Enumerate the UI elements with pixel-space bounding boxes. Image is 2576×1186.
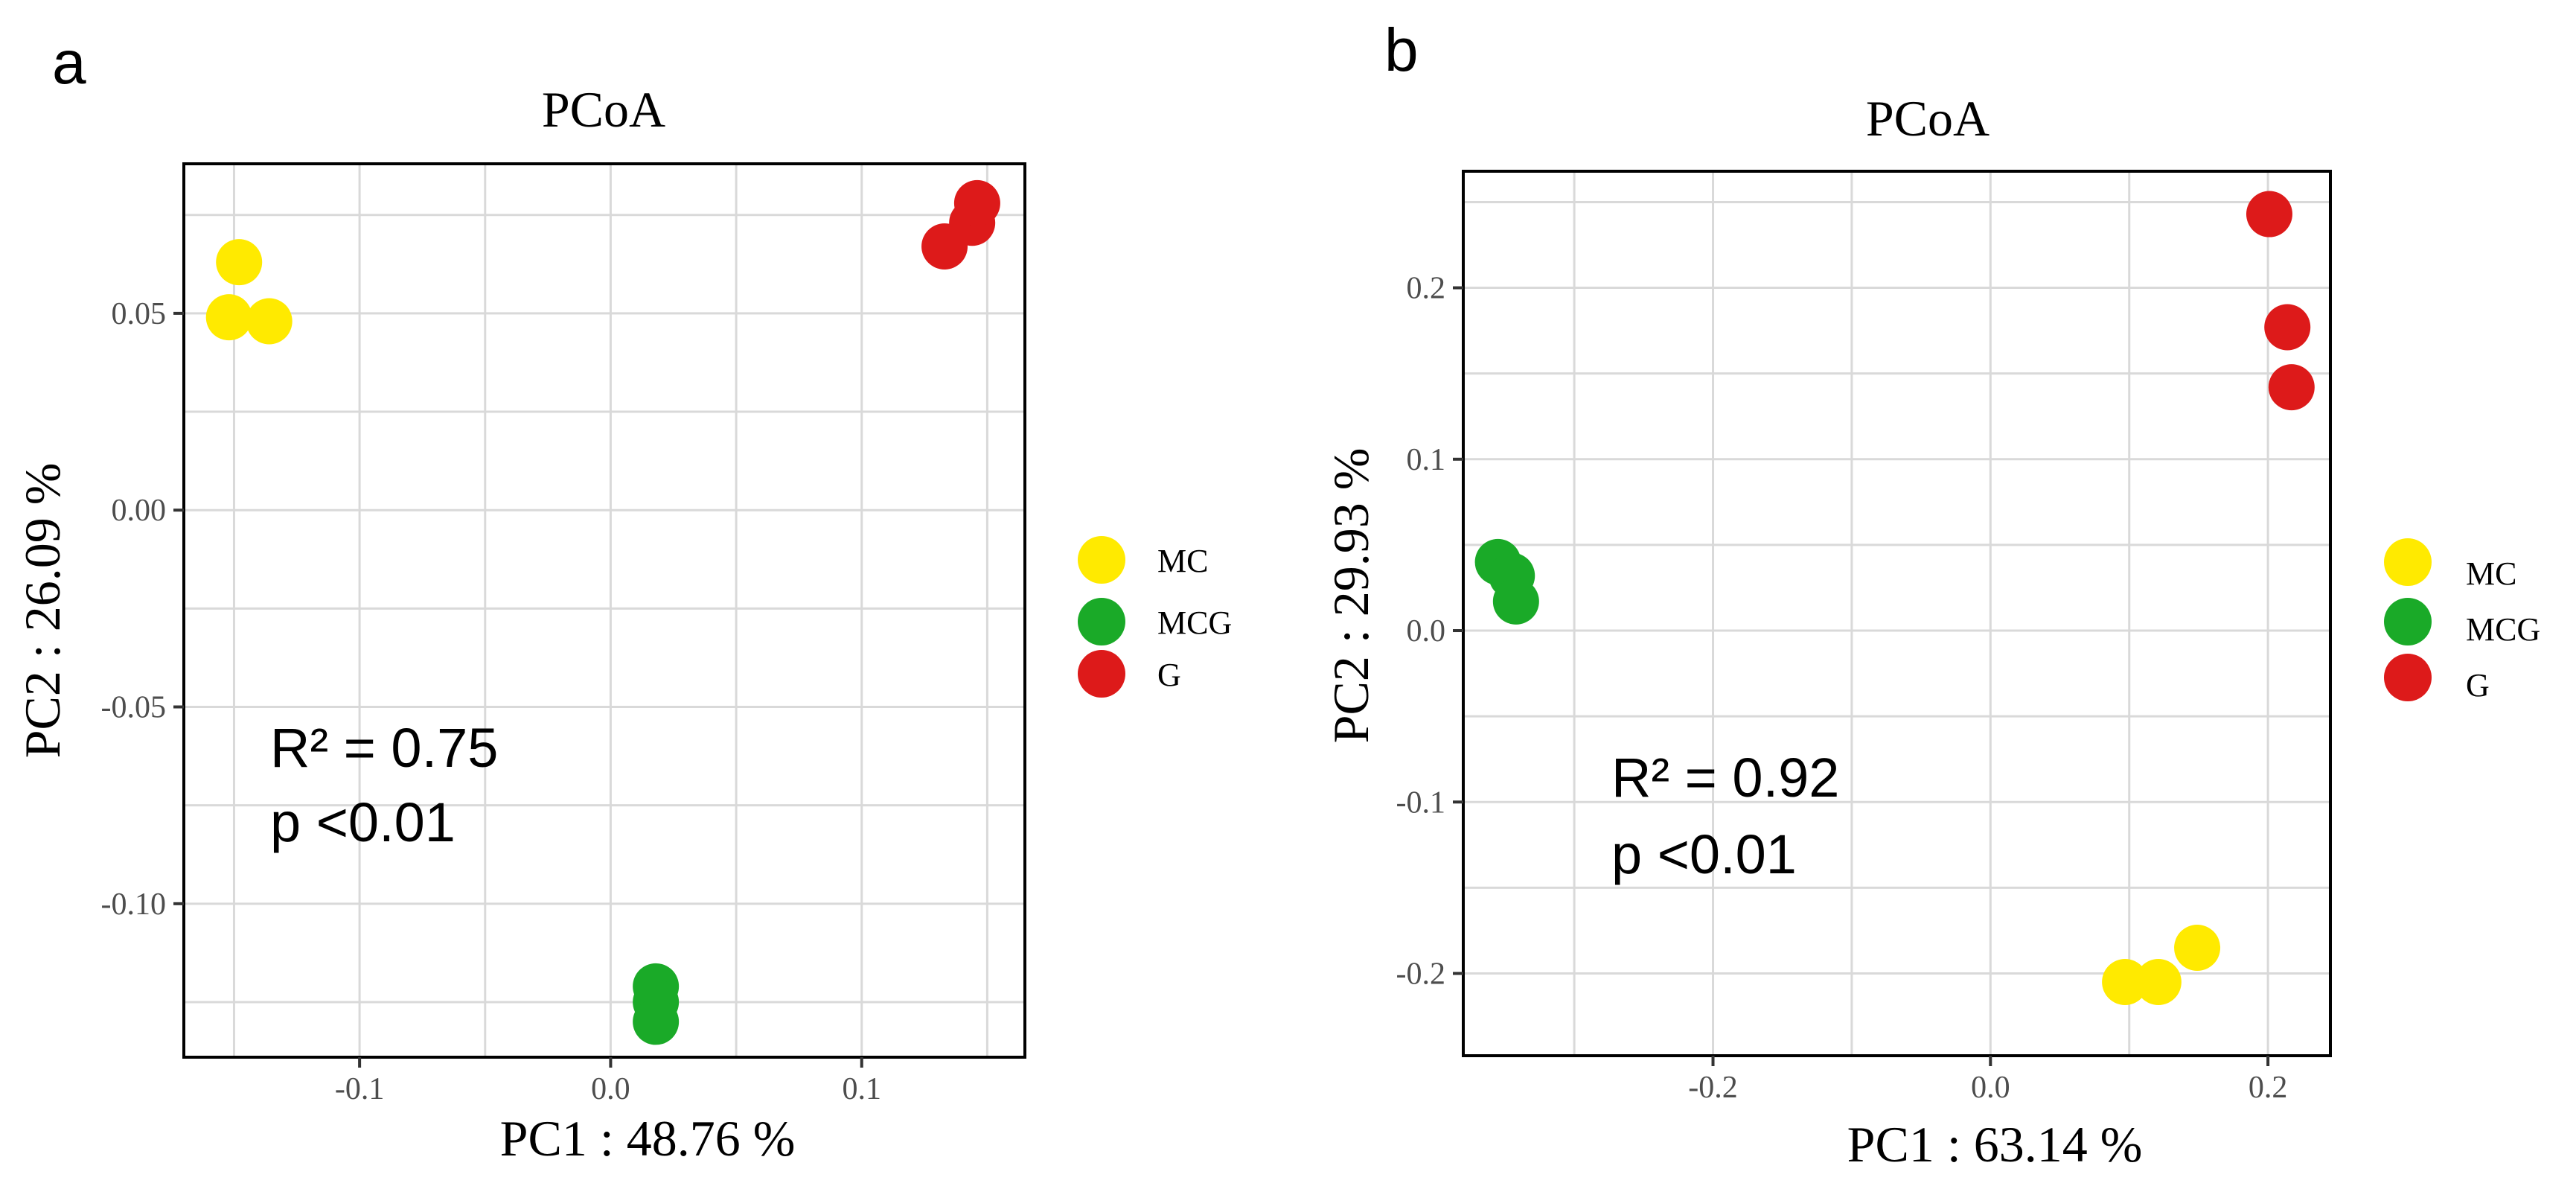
- y-tick-label: 0.00: [112, 494, 167, 528]
- points-b: [1474, 191, 2315, 1005]
- legend-label-mcg: MCG: [1157, 605, 1232, 641]
- plot-frame-a: [182, 162, 1026, 1059]
- x-tick-label: 0.0: [1971, 1071, 2010, 1105]
- point-mc: [216, 239, 263, 286]
- p-value-a: p <0.01: [270, 791, 456, 853]
- point-mcg: [1492, 578, 1539, 625]
- point-g: [2246, 191, 2292, 237]
- panel-a: a PCoA -0.1 0.0 0.1 -0.10 -0.05 0.00 0.05 PC1 …: [14, 29, 1232, 1167]
- x-axis-label-a: PC1 : 48.76 %: [500, 1110, 796, 1167]
- x-tick-label: 0.1: [842, 1072, 881, 1106]
- legend-marker-mc: [1078, 536, 1125, 584]
- plot-frame-b: [1462, 170, 2332, 1057]
- legend-label-mc: MC: [2466, 555, 2516, 592]
- point-mc: [2135, 959, 2182, 1005]
- x-tick-label: 0.0: [591, 1072, 630, 1106]
- y-tick-label: -0.10: [101, 887, 167, 922]
- panel-letter-b: b: [1384, 16, 1419, 84]
- legend-a: MC MCG G: [1078, 536, 1232, 698]
- legend-marker-mcg: [1078, 598, 1125, 645]
- y-tick-label: 0.0: [1407, 614, 1446, 648]
- points-a: [205, 179, 1000, 1045]
- p-value-b: p <0.01: [1611, 823, 1797, 885]
- panel-b: b PCoA -0.2 0.0 0.2 -0.2 -0.1 0.0 0.1 0.2 PC1 :…: [1323, 16, 2540, 1173]
- y-tick-label: 0.1: [1407, 443, 1446, 477]
- point-g: [2264, 304, 2311, 351]
- y-axis-label-a: PC2 : 26.09 %: [14, 463, 71, 759]
- point-mc: [205, 294, 252, 341]
- point-mcg: [633, 998, 680, 1045]
- y-tick-label: -0.2: [1396, 957, 1446, 991]
- grid-b: [1463, 171, 2330, 1056]
- x-tick-label: -0.1: [335, 1072, 385, 1106]
- legend-label-mc: MC: [1157, 543, 1208, 579]
- y-tick-label: -0.1: [1396, 785, 1446, 820]
- x-axis-label-b: PC1 : 63.14 %: [1847, 1116, 2143, 1173]
- plot-background-b: [1463, 171, 2330, 1056]
- y-axis-label-b: PC2 : 29.93 %: [1323, 448, 1379, 744]
- plot-background-a: [184, 164, 1025, 1057]
- plot-title-a: PCoA: [542, 81, 665, 138]
- point-g: [2268, 364, 2315, 411]
- legend-marker-g: [1078, 650, 1125, 698]
- r-squared-a: R² = 0.75: [270, 717, 498, 779]
- point-mc: [2102, 959, 2149, 1005]
- plot-title-b: PCoA: [1866, 90, 1989, 147]
- legend-label-g: G: [2466, 667, 2490, 704]
- legend-marker-mcg: [2384, 598, 2432, 645]
- legend-marker-mc: [2384, 538, 2432, 586]
- point-mc: [2174, 924, 2221, 971]
- ticks-a: -0.1 0.0 0.1 -0.10 -0.05 0.00 0.05: [101, 297, 881, 1106]
- legend-label-mcg: MCG: [2466, 611, 2540, 648]
- ticks-b: -0.2 0.0 0.2 -0.2 -0.1 0.0 0.1 0.2: [1396, 272, 2288, 1105]
- legend-b: MC MCG G: [2384, 538, 2540, 704]
- point-mc: [246, 298, 293, 345]
- panel-letter-a: a: [52, 29, 86, 97]
- x-tick-label: 0.2: [2249, 1071, 2288, 1105]
- x-tick-label: -0.2: [1688, 1071, 1738, 1105]
- r-squared-b: R² = 0.92: [1611, 747, 1839, 809]
- y-tick-label: 0.2: [1407, 272, 1446, 306]
- legend-label-g: G: [1157, 657, 1181, 693]
- y-tick-label: -0.05: [101, 691, 167, 725]
- legend-marker-g: [2384, 654, 2432, 701]
- y-tick-label: 0.05: [112, 297, 167, 331]
- point-g: [953, 179, 1000, 226]
- grid-a: [184, 164, 1025, 1057]
